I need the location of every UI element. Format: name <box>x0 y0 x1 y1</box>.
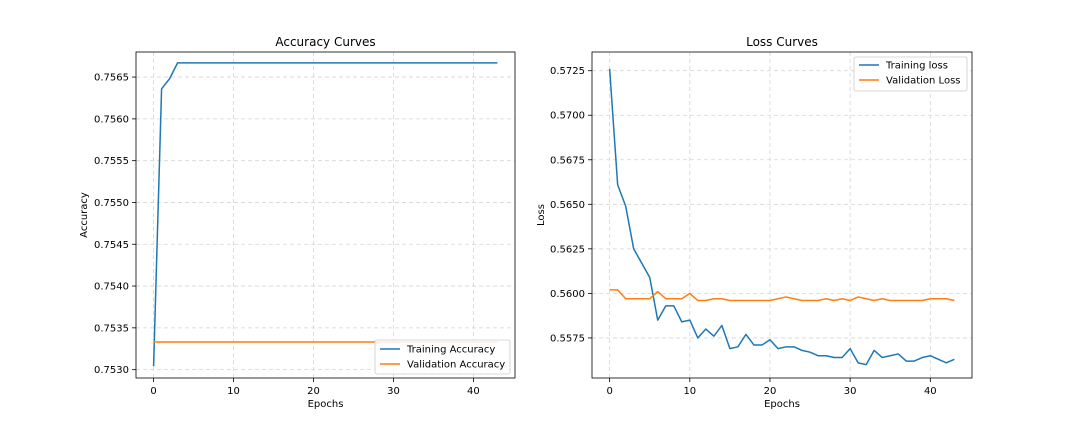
accuracy-legend: Training Accuracy Validation Accuracy <box>374 339 511 375</box>
loss-x-tick-label: 30 <box>844 386 857 397</box>
accuracy-legend-label-validation: Validation Accuracy <box>407 360 505 371</box>
loss-y-tick-label: 0.5600 <box>550 289 585 300</box>
loss-x-tick-label: 20 <box>764 386 777 397</box>
accuracy-legend-box <box>374 339 511 375</box>
accuracy-series-layer <box>152 62 498 367</box>
loss-y-tick-label: 0.5625 <box>550 244 585 255</box>
accuracy-x-tick-label: 40 <box>467 386 480 397</box>
loss-series-validation-loss-line <box>609 289 955 302</box>
accuracy-x-tick-label: 0 <box>150 386 156 397</box>
accuracy-chart: Accuracy Curves 0 10 20 30 40 0.7530 0.7535 0.7… <box>79 35 516 410</box>
accuracy-series-training-accuracy-line <box>152 62 498 367</box>
loss-plot-frame <box>591 51 973 379</box>
accuracy-y-tick-label: 0.7565 <box>94 73 129 84</box>
loss-x-axis-label: Epochs <box>764 399 800 410</box>
accuracy-chart-title: Accuracy Curves <box>275 35 375 49</box>
accuracy-y-tick-label: 0.7540 <box>94 282 129 293</box>
loss-legend: Training loss Validation Loss <box>853 56 968 92</box>
loss-series-training-loss-line <box>608 68 955 366</box>
accuracy-plot-frame <box>135 51 516 379</box>
accuracy-x-tick-label: 20 <box>307 386 320 397</box>
loss-x-tick-label: 10 <box>683 386 696 397</box>
loss-chart: Loss Curves 0 10 20 30 400.55750.56000.56250… <box>536 35 973 410</box>
loss-y-tick-label: 0.5675 <box>550 155 585 166</box>
loss-y-axis-label: Loss <box>536 204 547 226</box>
accuracy-y-tick-label: 0.7535 <box>94 323 129 334</box>
loss-legend-label-validation: Validation Loss <box>886 76 961 87</box>
accuracy-legend-label-training: Training Accuracy <box>406 345 495 356</box>
loss-legend-box <box>853 56 968 92</box>
loss-legend-label-training: Training loss <box>885 61 948 72</box>
accuracy-x-axis-label: Epochs <box>308 399 344 410</box>
loss-y-tick-label: 0.5650 <box>550 200 585 211</box>
loss-chart-title: Loss Curves <box>746 35 818 49</box>
accuracy-y-tick-label: 0.7555 <box>94 156 129 167</box>
loss-y-tick-label: 0.5725 <box>550 66 585 77</box>
accuracy-y-tick-label: 0.7550 <box>94 198 129 209</box>
accuracy-x-tick-label: 10 <box>227 386 240 397</box>
accuracy-grid <box>136 52 515 378</box>
loss-y-tick-label: 0.5700 <box>550 111 585 122</box>
accuracy-y-tick-label: 0.7530 <box>94 365 129 376</box>
loss-x-tick-label: 40 <box>924 386 937 397</box>
accuracy-ticks: 0 10 20 30 40 0.7530 0.7535 0.7540 0.7545 0.7550 0… <box>94 73 480 397</box>
loss-x-tick-label: 0 <box>606 386 612 397</box>
loss-series-layer <box>608 68 955 366</box>
loss-grid <box>592 52 972 378</box>
loss-ticks: 0 10 20 30 40 0.5575 0.5600 0.5625 0.5650 0.5675 0… <box>550 66 937 397</box>
accuracy-y-tick-label: 0.7545 <box>94 240 129 251</box>
accuracy-y-tick-label: 0.7560 <box>94 114 129 125</box>
accuracy-x-tick-label: 30 <box>387 386 400 397</box>
accuracy-y-axis-label: Accuracy <box>79 192 90 238</box>
loss-y-tick-label: 0.5575 <box>550 333 585 344</box>
